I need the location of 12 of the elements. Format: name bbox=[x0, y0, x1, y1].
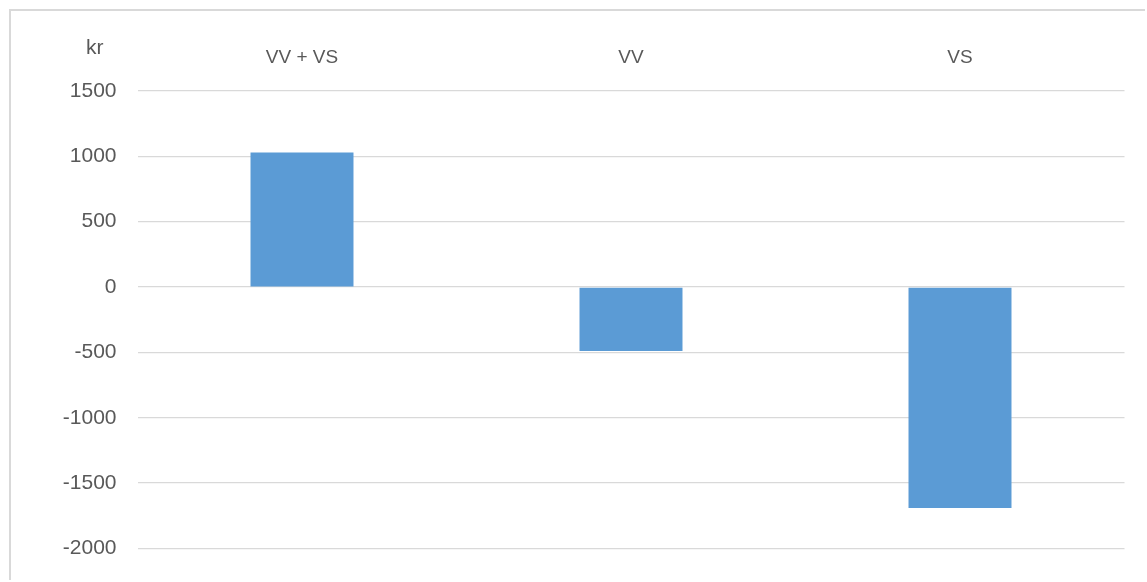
y-tick-label: 1500 bbox=[69, 77, 117, 101]
x-tick-label: VS bbox=[947, 45, 973, 67]
y-axis-title: kr bbox=[86, 34, 104, 58]
x-tick-label: VV + VS bbox=[265, 45, 339, 67]
y-tick-label: -2000 bbox=[62, 535, 117, 559]
y-tick-label: -500 bbox=[74, 339, 117, 363]
x-tick-label: VV bbox=[618, 45, 644, 67]
y-tick-label: 1000 bbox=[69, 143, 117, 167]
y-tick-label: -1500 bbox=[62, 469, 117, 493]
y-tick-label: 500 bbox=[81, 208, 117, 232]
y-tick-label: -1000 bbox=[62, 404, 117, 428]
y-tick-label: 0 bbox=[104, 273, 117, 297]
